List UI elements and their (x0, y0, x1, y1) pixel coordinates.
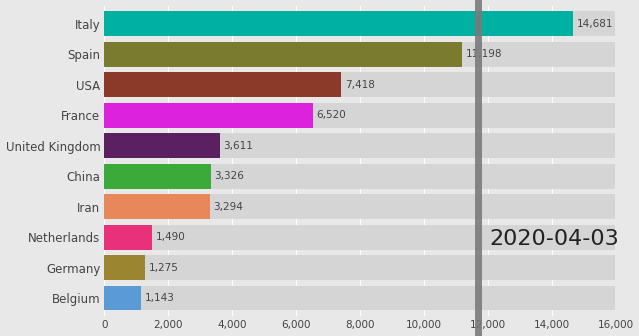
Text: 2020-04-03: 2020-04-03 (489, 228, 619, 249)
Bar (104, 164, 615, 188)
Text: 14,681: 14,681 (577, 19, 613, 29)
Bar (104, 11, 573, 36)
Text: 3,326: 3,326 (215, 171, 244, 181)
Bar (104, 194, 615, 219)
Bar (104, 164, 211, 188)
Bar (104, 103, 312, 128)
Bar (104, 224, 615, 250)
Bar (104, 194, 210, 219)
Text: 6,520: 6,520 (316, 110, 346, 120)
Text: 1,275: 1,275 (149, 262, 179, 272)
Bar (104, 42, 462, 67)
Bar (104, 72, 341, 97)
Text: 1,490: 1,490 (156, 232, 186, 242)
Bar (104, 133, 615, 158)
Text: 7,418: 7,418 (345, 80, 375, 90)
Bar (104, 224, 152, 250)
Text: 1,143: 1,143 (145, 293, 174, 303)
Text: 3,294: 3,294 (213, 202, 243, 212)
Bar (104, 72, 615, 97)
Bar (104, 42, 615, 67)
Text: 3,611: 3,611 (224, 141, 254, 151)
Bar (104, 286, 615, 310)
Text: 11,198: 11,198 (466, 49, 502, 59)
Bar (104, 255, 145, 280)
Bar (104, 286, 141, 310)
Bar (104, 255, 615, 280)
Bar (104, 11, 615, 36)
Bar (104, 103, 615, 128)
Bar (104, 133, 220, 158)
